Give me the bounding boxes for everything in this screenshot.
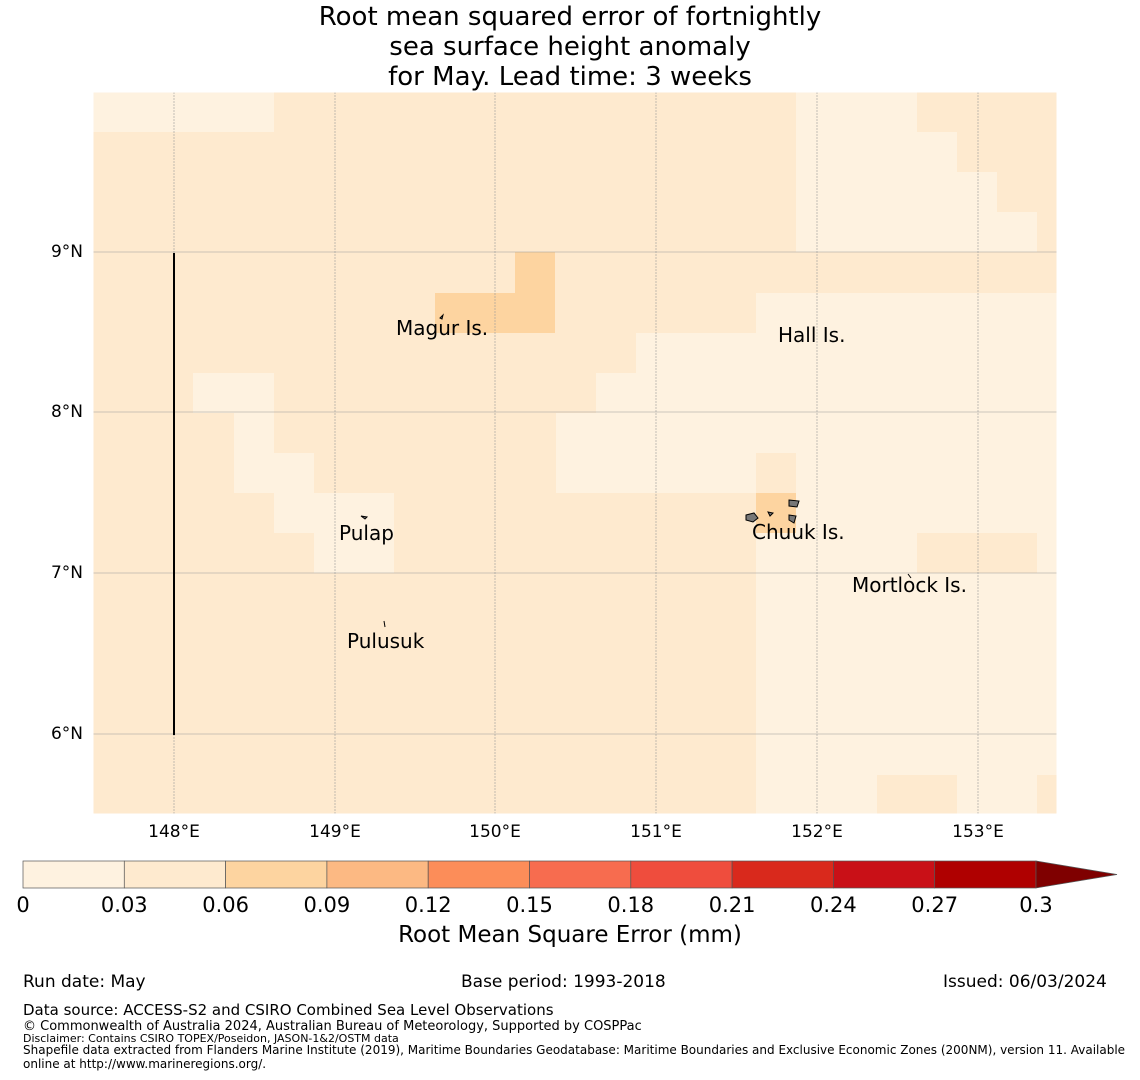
colorbar-tick-label: 0.24	[810, 893, 857, 917]
grid-cell	[957, 132, 1057, 172]
colorbar-segment	[934, 860, 1037, 889]
colorbar-tick-label: 0.09	[303, 893, 351, 917]
grid-cell	[917, 533, 1037, 573]
y-tick-label: 9°N	[50, 242, 83, 262]
place-label-mortlock: Mortlock Is.	[852, 573, 967, 597]
disclaimer: Disclaimer: Contains CSIRO TOPEX/Poseido…	[23, 1032, 399, 1045]
grid-cell	[997, 212, 1037, 252]
y-tick-label: 7°N	[50, 563, 83, 583]
colorbar-segment	[630, 860, 733, 889]
colorbar-label: Root Mean Square Error (mm)	[398, 922, 742, 948]
colorbar-tick-label: 0.03	[100, 893, 148, 917]
y-tick-label: 8°N	[50, 402, 83, 422]
grid-cell	[93, 92, 274, 132]
map-frame	[92, 91, 1058, 815]
chuuk-island-shape-4	[767, 511, 775, 517]
place-label-pulusuk: Pulusuk	[347, 629, 425, 653]
grid-cell	[636, 333, 756, 493]
map-title: Root mean squared error of fortnightly s…	[0, 2, 1140, 92]
pulap-island-shape	[360, 515, 369, 520]
grid-cell	[957, 172, 997, 252]
colorbar-tick-label: 0	[16, 893, 30, 917]
colorbar-tick-label: 0.06	[202, 893, 249, 917]
grid-cell	[877, 775, 957, 814]
island-markers	[360, 313, 912, 628]
place-label-chuuk: Chuuk Is.	[752, 520, 845, 544]
issued-date: Issued: 06/03/2024	[943, 972, 1107, 992]
colorbar-segment	[22, 860, 125, 889]
magur-island-shape	[439, 313, 444, 320]
colorbar-tick-label: 0.12	[404, 893, 452, 917]
y-tick-label: 6°N	[50, 724, 83, 744]
x-tick-label: 152°E	[791, 822, 843, 842]
grid-cell	[1037, 775, 1057, 814]
colorbar-segment	[529, 860, 632, 889]
colorbar-segment	[427, 860, 530, 889]
grid-cell	[917, 132, 957, 252]
colorbar-segment	[225, 860, 328, 889]
grid-cell	[796, 92, 917, 252]
colorbar-segment	[123, 860, 226, 889]
x-tick-label: 148°E	[148, 822, 200, 842]
grid-cell	[756, 453, 796, 493]
mortlock-island-shape	[907, 573, 912, 579]
grid-cell	[596, 373, 636, 413]
chuuk-island-shape-3	[788, 514, 797, 524]
title-line-3: for May. Lead time: 3 weeks	[388, 62, 752, 92]
grid-cell	[756, 735, 1057, 775]
chuuk-island-shape-2	[788, 499, 800, 508]
colorbar-segment	[326, 860, 429, 889]
colorbar-tick-label: 0.21	[708, 893, 756, 917]
shapefile-credit-1: Shapefile data extracted from Flanders M…	[23, 1043, 1126, 1057]
x-tick-label: 150°E	[469, 822, 521, 842]
colorbar-tick-label: 0.15	[506, 893, 553, 917]
grid-cell	[556, 413, 636, 493]
place-label-hall: Hall Is.	[778, 323, 846, 347]
grid-cell	[756, 293, 1057, 736]
x-tick-label: 153°E	[952, 822, 1004, 842]
x-tick-label: 149°E	[309, 822, 361, 842]
x-tick-label: 151°E	[630, 822, 682, 842]
colorbar	[22, 860, 1118, 889]
grid-cell	[515, 252, 555, 293]
rmse-grid-cells	[93, 92, 1057, 814]
place-label-magur: Magur Is.	[396, 316, 489, 340]
grid-cell	[1037, 212, 1057, 252]
grid-cell	[756, 775, 877, 814]
data-source: Data source: ACCESS-S2 and CSIRO Combine…	[23, 1001, 554, 1019]
colorbar-segment	[833, 860, 936, 889]
grid-cell	[957, 775, 1038, 814]
colorbar-tick-label: 0.27	[911, 893, 959, 917]
grid-cell	[997, 172, 1057, 212]
colorbar-tick-label: 0.18	[607, 893, 655, 917]
base-period: Base period: 1993-2018	[461, 972, 666, 992]
title-line-1: Root mean squared error of fortnightly	[318, 2, 822, 32]
shapefile-credit-2: online at http://www.marineregions.org/.	[23, 1057, 267, 1071]
colorbar-tick-label: 0.3	[1019, 893, 1053, 917]
grid-cell	[193, 373, 274, 413]
grid-cell	[274, 453, 314, 533]
title-line-2: sea surface height anomaly	[389, 32, 751, 62]
grid-cell	[314, 493, 394, 573]
grid-cell	[234, 413, 274, 493]
place-label-pulap: Pulap	[339, 521, 394, 545]
pulusuk-island-shape	[383, 620, 386, 628]
colorbar-extend-arrow	[1035, 860, 1118, 889]
grid-cell	[917, 92, 1057, 132]
copyright: © Commonwealth of Australia 2024, Austra…	[23, 1019, 642, 1034]
run-date: Run date: May	[23, 972, 146, 992]
colorbar-segment	[731, 860, 834, 889]
chuuk-island-shape-1	[745, 512, 759, 523]
map-canvas	[22, 91, 1118, 889]
